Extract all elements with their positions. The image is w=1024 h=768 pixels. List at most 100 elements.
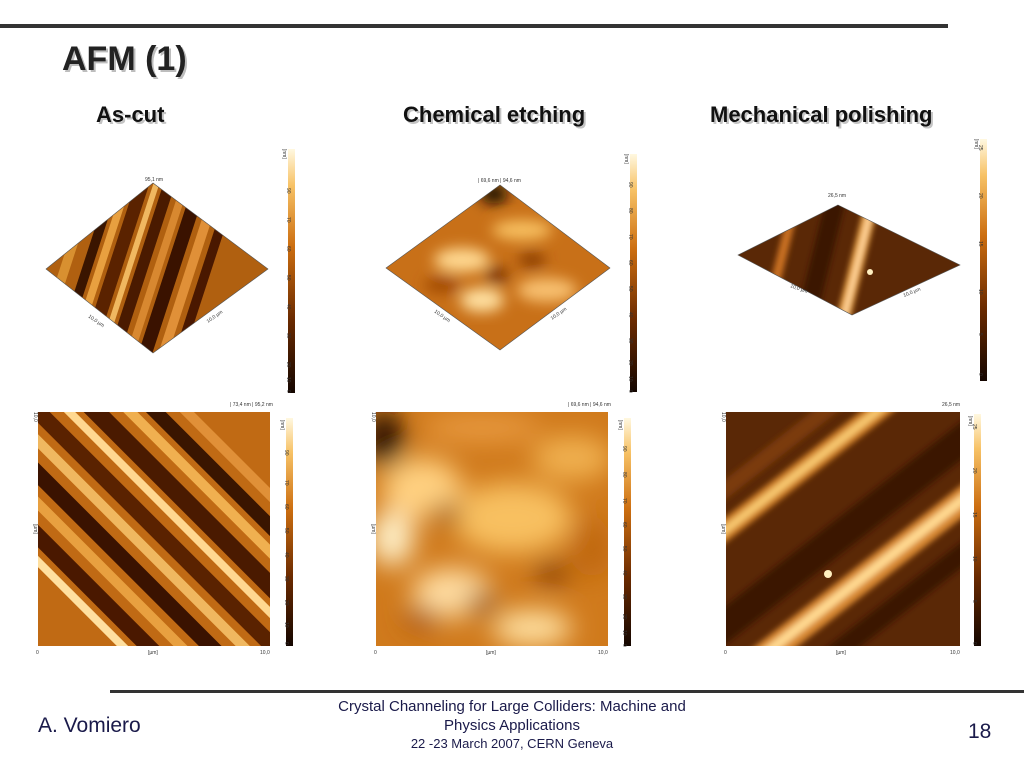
svg-text:60: 60 [283,504,289,510]
svg-text:90: 90 [283,450,289,456]
svg-text:60: 60 [627,260,633,266]
svg-text:25: 25 [977,145,983,151]
svg-text:10: 10 [621,630,627,636]
svg-text:80: 80 [627,208,633,214]
svg-text:40: 40 [283,552,289,558]
as-cut-2d-map [38,412,270,646]
svg-text:90: 90 [285,188,291,194]
etching-2d-y-top: 10,0 [370,412,376,422]
afm-2d-as-cut: | 73,4 nm | 95,2 nm [24,398,300,660]
svg-text:30: 30 [621,594,627,600]
svg-text:20: 20 [977,193,983,199]
svg-text:0: 0 [285,390,291,393]
etching-2d-x-zero: 0 [374,650,377,656]
svg-text:60: 60 [285,246,291,252]
svg-text:80: 80 [621,472,627,478]
as-cut-2d-scale-ticks: 90 70 60 50 40 30 20 10 0 [283,450,289,645]
svg-text:70: 70 [627,234,633,240]
slide-title: AFM (1) [62,40,187,78]
svg-text:20: 20 [971,468,977,474]
top-rule [0,24,948,28]
etching-2d-scale-unit: [nm] [617,420,623,430]
as-cut-3d-scale-ticks: 90 70 60 50 40 30 20 10 0 [285,188,291,393]
svg-text:25: 25 [971,424,977,430]
page-number: 18 [968,720,992,743]
svg-text:15: 15 [977,241,983,247]
svg-text:20: 20 [627,360,633,366]
svg-text:90: 90 [627,182,633,188]
polishing-2d-y-unit: [µm] [720,524,726,534]
etching-3d-scale-unit: [nm] [623,154,629,164]
svg-text:70: 70 [283,480,289,486]
polishing-2d-x-unit: [µm] [836,650,846,656]
svg-text:50: 50 [627,286,633,292]
svg-text:30: 30 [283,576,289,582]
etching-3d-scale-ticks: 90 80 70 60 50 40 30 20 10 0 [627,182,633,393]
svg-text:50: 50 [621,546,627,552]
svg-text:40: 40 [285,304,291,310]
as-cut-2d-y-unit: [µm] [32,524,38,534]
svg-text:0: 0 [977,373,983,376]
svg-text:70: 70 [621,498,627,504]
afm-3d-mechanical-polishing: 26,5 nm 10,0 µm 10,0 µm [nm] 25 20 15 10… [732,135,994,385]
as-cut-2d-x-unit: [µm] [148,650,158,656]
polishing-3d-height: 26,5 nm [828,193,846,199]
etching-2d-height: | 69,6 nm | 94,6 nm [568,402,611,408]
polishing-2d-y-top: 10,0 [720,412,726,422]
as-cut-2d-height: | 73,4 nm | 95,2 nm [230,402,273,408]
as-cut-3d-height: 95,1 nm [145,177,163,183]
svg-text:90: 90 [621,446,627,452]
as-cut-3d-surface [45,182,269,354]
svg-text:0: 0 [283,642,289,645]
svg-text:5: 5 [977,333,983,336]
etching-3d-height: | 69,6 nm | 94,6 nm [478,178,521,184]
afm-3d-as-cut: 95,1 nm 10,0 µm 10,0 µm [nm] 90 70 60 50… [40,145,300,395]
svg-text:70: 70 [285,217,291,223]
etching-2d-scale-ticks: 90 80 70 60 50 40 30 20 10 0 [621,446,627,647]
as-cut-2d-colorbar [286,418,293,646]
svg-text:50: 50 [285,275,291,281]
svg-text:30: 30 [627,338,633,344]
as-cut-2d-x-end: 10,0 [260,650,270,656]
as-cut-3d-axis-a: 10,0 µm [87,314,105,329]
svg-text:40: 40 [627,312,633,318]
polishing-2d-x-end: 10,0 [950,650,960,656]
polishing-2d-map [726,412,960,646]
svg-text:10: 10 [971,556,977,562]
svg-text:10: 10 [283,622,289,628]
svg-text:60: 60 [621,522,627,528]
svg-text:10: 10 [627,376,633,382]
polishing-2d-height: 26,5 nm [942,402,960,408]
etching-3d-surface [385,184,611,351]
footer-author: A. Vomiero [38,714,141,737]
bottom-rule [110,690,1024,693]
etching-2d-x-end: 10,0 [598,650,608,656]
svg-text:10: 10 [285,377,291,383]
polishing-2d-x-zero: 0 [724,650,727,656]
svg-text:5: 5 [971,600,977,603]
polishing-3d-scale-unit: [nm] [973,139,979,149]
polishing-3d-scale-ticks: 25 20 15 10 5 0 [977,145,983,376]
etching-2d-x-unit: [µm] [486,650,496,656]
etching-2d-y-unit: [µm] [370,524,376,534]
etching-3d-colorbar [630,154,637,392]
as-cut-3d-colorbar [288,149,295,393]
as-cut-3d-scale-unit: [nm] [281,149,287,159]
polishing-2d-colorbar [974,414,981,646]
as-cut-2d-x-zero: 0 [36,650,39,656]
svg-text:30: 30 [285,333,291,339]
polishing-3d-surface [737,204,961,316]
as-cut-2d-scale-unit: [nm] [279,420,285,430]
svg-text:0: 0 [627,390,633,393]
conference-line-2: Physics Applications [444,717,580,734]
polishing-2d-scale-unit: [nm] [967,416,973,426]
svg-text:40: 40 [621,570,627,576]
svg-text:50: 50 [283,528,289,534]
svg-text:10: 10 [977,289,983,295]
conference-line-1: Crystal Channeling for Large Colliders: … [338,698,686,715]
footer-conference: Crystal Channeling for Large Colliders: … [300,697,724,753]
polishing-3d-axis-a: 10,0 µm [789,283,808,295]
svg-text:0: 0 [971,642,977,645]
conference-line-3: 22 -23 March 2007, CERN Geneva [410,736,614,751]
polishing-3d-colorbar [980,139,987,381]
